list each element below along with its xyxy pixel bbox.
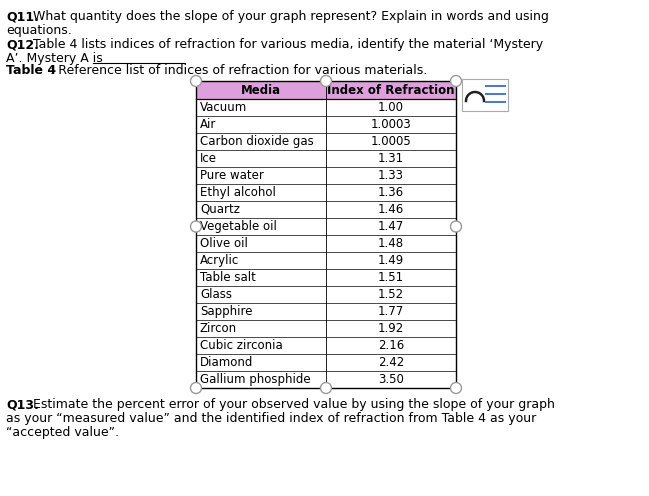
Bar [196, 81, 456, 99]
Text: Acrylic: Acrylic [200, 254, 239, 267]
Text: 1.47: 1.47 [378, 220, 404, 233]
Text: 2.16: 2.16 [378, 339, 404, 352]
Text: Diamond: Diamond [200, 356, 253, 369]
Text: 1.51: 1.51 [378, 271, 404, 284]
Text: 1.36: 1.36 [378, 186, 404, 199]
Text: equations.: equations. [6, 24, 72, 37]
Bar [462, 79, 508, 111]
Text: Table 4 lists indices of refraction for various media, identify the material ‘My: Table 4 lists indices of refraction for … [33, 38, 543, 51]
Circle shape [191, 75, 201, 86]
Circle shape [450, 382, 461, 393]
Circle shape [321, 75, 332, 86]
Text: Carbon dioxide gas: Carbon dioxide gas [200, 135, 313, 148]
Text: Olive oil: Olive oil [200, 237, 248, 250]
Text: 1.52: 1.52 [378, 288, 404, 301]
Text: Media: Media [241, 83, 281, 97]
Text: 1.46: 1.46 [378, 203, 404, 216]
Text: 1.92: 1.92 [378, 322, 404, 335]
Text: Glass: Glass [200, 288, 232, 301]
Text: Q12.: Q12. [6, 38, 39, 51]
Circle shape [450, 221, 461, 232]
Text: 1.0005: 1.0005 [371, 135, 411, 148]
Text: Vacuum: Vacuum [200, 101, 247, 114]
Text: 1.49: 1.49 [378, 254, 404, 267]
Bar [196, 81, 456, 388]
Circle shape [191, 382, 201, 393]
Text: “accepted value”.: “accepted value”. [6, 426, 119, 439]
Text: Table 4: Table 4 [6, 64, 56, 77]
Text: Q11.: Q11. [6, 10, 39, 23]
Text: 1.33: 1.33 [378, 169, 404, 182]
Text: 1.0003: 1.0003 [371, 118, 411, 131]
Text: : Reference list of indices of refraction for various materials.: : Reference list of indices of refractio… [50, 64, 427, 77]
Text: 2.42: 2.42 [378, 356, 404, 369]
Text: Gallium phosphide: Gallium phosphide [200, 373, 311, 386]
Text: Cubic zirconia: Cubic zirconia [200, 339, 283, 352]
Circle shape [450, 75, 461, 86]
Text: Vegetable oil: Vegetable oil [200, 220, 277, 233]
Text: Zircon: Zircon [200, 322, 237, 335]
Text: Air: Air [200, 118, 216, 131]
Text: 1.31: 1.31 [378, 152, 404, 165]
Text: Sapphire: Sapphire [200, 305, 252, 318]
Text: 1.00: 1.00 [378, 101, 404, 114]
Text: Q13.: Q13. [6, 398, 39, 411]
Text: What quantity does the slope of your graph represent? Explain in words and using: What quantity does the slope of your gra… [33, 10, 549, 23]
Text: Quartz: Quartz [200, 203, 240, 216]
Text: 1.77: 1.77 [378, 305, 404, 318]
Text: A’. Mystery A is: A’. Mystery A is [6, 52, 103, 65]
Circle shape [321, 382, 332, 393]
Text: Ethyl alcohol: Ethyl alcohol [200, 186, 276, 199]
Text: 3.50: 3.50 [378, 373, 404, 386]
Text: Ice: Ice [200, 152, 217, 165]
Text: Index of Refraction: Index of Refraction [327, 83, 455, 97]
Text: Pure water: Pure water [200, 169, 264, 182]
Text: 1.48: 1.48 [378, 237, 404, 250]
Text: as your “measured value” and the identified index of refraction from Table 4 as : as your “measured value” and the identif… [6, 412, 536, 425]
Text: Estimate the percent error of your observed value by using the slope of your gra: Estimate the percent error of your obser… [33, 398, 555, 411]
Circle shape [191, 221, 201, 232]
Text: Table salt: Table salt [200, 271, 256, 284]
